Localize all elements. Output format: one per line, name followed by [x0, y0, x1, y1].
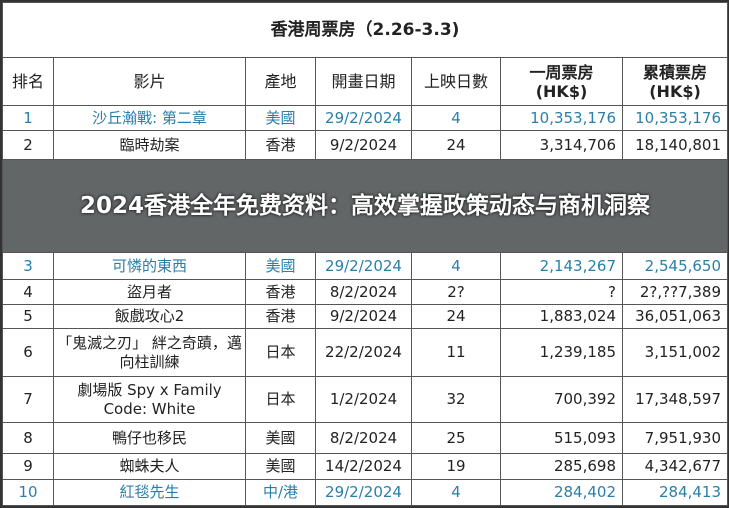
table-cell: 紅毯先生 — [53, 479, 246, 506]
table-cell: 4 — [411, 252, 501, 280]
table-cell: 6 — [2, 328, 54, 377]
table-cell: 香港 — [245, 279, 316, 305]
table-cell: 香港 — [245, 304, 316, 329]
table-title: 香港周票房（2.26-3.3) — [1, 2, 729, 58]
table-cell: 11 — [411, 328, 501, 377]
table-cell: 36,051,063 — [621, 304, 729, 329]
table-cell: 5 — [2, 304, 54, 329]
table-cell: 盜月者 — [53, 279, 246, 305]
table-cell: 515,093 — [500, 422, 623, 454]
table-cell: 8/2/2024 — [315, 422, 412, 454]
table-cell: 9/2/2024 — [315, 304, 412, 329]
column-header: 影片 — [53, 57, 246, 106]
table-cell: 「鬼滅之刃」 絆之奇蹟，邁向柱訓練 — [53, 328, 246, 377]
column-header: 一周票房 (HK$) — [500, 57, 623, 106]
table-cell: 19 — [411, 453, 501, 480]
table-cell: 飯戲攻心2 — [53, 304, 246, 329]
table-row: 6 「鬼滅之刃」 絆之奇蹟，邁向柱訓練 日本 22/2/2024 11 1,239,185… — [2, 328, 729, 377]
table-cell: 25 — [411, 422, 501, 454]
table-cell: 14/2/2024 — [315, 453, 412, 480]
table-cell: 可憐的東西 — [53, 252, 246, 280]
table-cell: 29/2/2024 — [315, 479, 412, 506]
table-cell: 10 — [2, 479, 54, 506]
table-cell: 284,413 — [621, 479, 729, 506]
table-row: 8 鴨仔也移民 美國 8/2/2024 25 515,093 7,951,930 — [2, 422, 729, 454]
table-cell: 1,883,024 — [500, 304, 623, 329]
table-cell: 24 — [411, 304, 501, 329]
overlay-banner: 2024香港全年免费资料：高效掌握政策动态与商机洞察 — [1, 159, 729, 253]
table-cell: 7,951,930 — [621, 422, 729, 454]
overlay-banner-cell: 2024香港全年免费资料：高效掌握政策动态与商机洞察 — [1, 159, 729, 253]
table-cell: 284,402 — [500, 479, 623, 506]
table-cell: 美國 — [245, 252, 316, 280]
table-cell: 4 — [2, 279, 54, 305]
table-cell: 美國 — [245, 422, 316, 454]
table-cell: 9 — [2, 453, 54, 480]
table-cell: 美國 — [245, 105, 316, 131]
table-cell: 臨時劫案 — [53, 130, 246, 160]
table-cell: 4 — [411, 105, 501, 131]
column-header: 產地 — [245, 57, 316, 106]
table-cell: 3,314,706 — [500, 130, 623, 160]
table-cell: 1,239,185 — [500, 328, 623, 377]
table-cell: 2? — [411, 279, 501, 305]
table-row: 1 沙丘瀚戰: 第二章 美國 29/2/2024 4 10,353,176 10,353,1… — [2, 105, 729, 131]
table-cell: 中/港 — [245, 479, 316, 506]
table-row: 10 紅毯先生 中/港 29/2/2024 4 284,402 284,413 — [2, 479, 729, 506]
table-cell: 18,140,801 — [621, 130, 729, 160]
table-row: 4 盜月者 香港 8/2/2024 2?? 2?,??7,389 — [2, 279, 729, 305]
table-row: 3 可憐的東西 美國 29/2/2024 4 2,143,267 2,545,650 — [2, 252, 729, 280]
table-row: 5 飯戲攻心2 香港 9/2/2024 24 1,883,024 36,051,063 — [2, 304, 729, 329]
table-cell: 9/2/2024 — [315, 130, 412, 160]
table-cell: 沙丘瀚戰: 第二章 — [53, 105, 246, 131]
table-cell: 8 — [2, 422, 54, 454]
table-cell: 2,545,650 — [621, 252, 729, 280]
table-cell: 4,342,677 — [621, 453, 729, 480]
column-header: 累積票房 (HK$) — [621, 57, 729, 106]
table-cell: 285,698 — [500, 453, 623, 480]
table-cell: 29/2/2024 — [315, 105, 412, 131]
table-cell: ? — [500, 279, 623, 305]
table-row: 2 臨時劫案 香港 9/2/2024 24 3,314,706 18,140,801 — [2, 130, 729, 160]
table-cell: 鴨仔也移民 — [53, 422, 246, 454]
overlay-title: 2024香港全年免费资料：高效掌握政策动态与商机洞察 — [79, 193, 650, 219]
table-cell: 22/2/2024 — [315, 328, 412, 377]
table-cell: 美國 — [245, 453, 316, 480]
table-cell: 10,353,176 — [500, 105, 623, 131]
column-header: 排名 — [2, 57, 54, 106]
table-cell: 4 — [411, 479, 501, 506]
table-cell: 2?,??7,389 — [621, 279, 729, 305]
table-cell: 香港 — [245, 130, 316, 160]
table-cell: 10,353,176 — [621, 105, 729, 131]
table-cell: 蜘蛛夫人 — [53, 453, 246, 480]
table-cell: 3,151,002 — [621, 328, 729, 377]
table-cell: 8/2/2024 — [315, 279, 412, 305]
table-cell: 24 — [411, 130, 501, 160]
table-cell: 1 — [2, 105, 54, 131]
table-cell: 29/2/2024 — [315, 252, 412, 280]
column-header: 上映日數 — [411, 57, 501, 106]
table-cell: 2,143,267 — [500, 252, 623, 280]
table-cell: 2 — [2, 130, 54, 160]
table-cell: 日本 — [245, 328, 316, 377]
column-header: 開畫日期 — [315, 57, 412, 106]
table-cell: 3 — [2, 252, 54, 280]
table-row: 9 蜘蛛夫人 美國 14/2/2024 19 285,698 4,342,677 — [2, 453, 729, 480]
